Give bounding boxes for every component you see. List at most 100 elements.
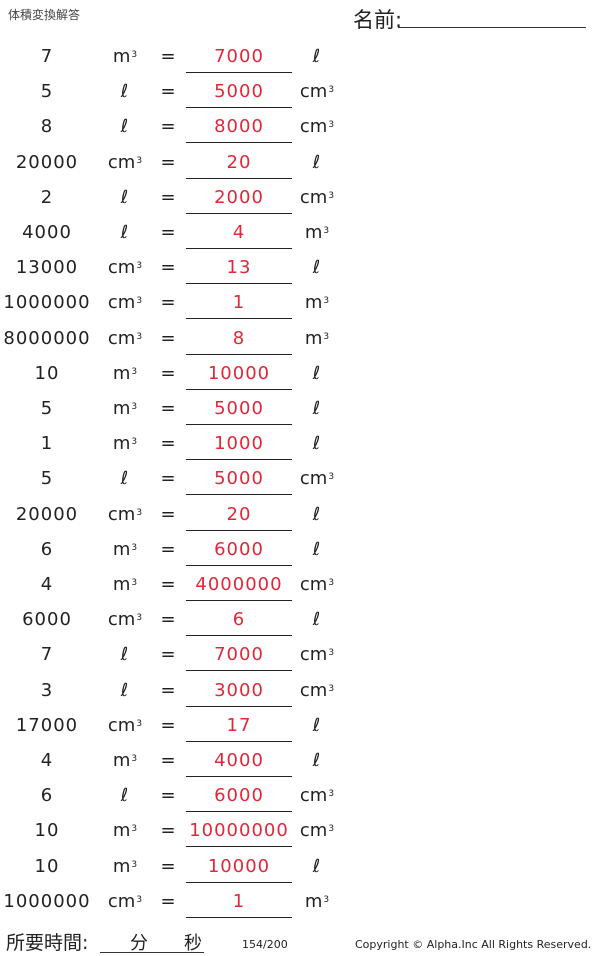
equals-sign: =: [160, 574, 176, 595]
problem-row: 1 m3 = 1000 ℓ: [0, 427, 600, 462]
from-unit-text: m: [112, 855, 131, 877]
to-unit-text: cm: [299, 820, 328, 842]
to-unit-text: m: [304, 327, 323, 349]
answer-line: [186, 107, 292, 109]
problem-row: 5 ℓ = 5000 cm3: [0, 75, 600, 110]
answer-line: [186, 283, 292, 285]
given-value: 5: [40, 468, 54, 490]
from-unit-text: m: [112, 46, 131, 67]
given-value: 6: [40, 538, 54, 560]
time-blank-line[interactable]: [100, 952, 204, 953]
from-unit: m3: [106, 750, 144, 772]
problem-row: 17000 cm3 = 17 ℓ: [0, 709, 600, 744]
to-unit-exponent: 3: [323, 331, 330, 342]
from-unit-text: ℓ: [120, 186, 129, 208]
answer-value: 10000000: [189, 820, 289, 842]
equals-sign: =: [160, 679, 176, 701]
from-unit: ℓ: [106, 785, 144, 807]
answer-line: [186, 494, 292, 496]
to-unit-exponent: 3: [328, 648, 335, 659]
answer-value: 1000: [214, 433, 264, 455]
from-unit-exponent: 3: [136, 155, 143, 166]
answer-line: [186, 600, 292, 601]
answer-line: [186, 318, 292, 320]
to-unit-text: cm: [299, 81, 328, 103]
from-unit-exponent: 3: [131, 402, 138, 412]
from-unit-text: cm: [107, 890, 136, 912]
from-unit: m3: [106, 539, 144, 561]
answer-value: 4000: [214, 750, 264, 771]
equals-sign: =: [160, 820, 176, 842]
from-unit: m3: [106, 856, 144, 878]
from-unit-text: m: [112, 398, 131, 419]
answer-value: 5000: [214, 81, 264, 103]
to-unit: ℓ: [298, 504, 336, 526]
problem-row: 5 m3 = 5000 ℓ: [0, 392, 600, 427]
problem-row: 4 m3 = 4000 ℓ: [0, 744, 600, 779]
from-unit-text: cm: [107, 257, 136, 279]
to-unit-exponent: 3: [328, 789, 335, 800]
to-unit-text: ℓ: [312, 714, 321, 736]
from-unit-exponent: 3: [136, 261, 143, 272]
from-unit: ℓ: [106, 680, 144, 702]
problem-row: 8 ℓ = 8000 cm3: [0, 110, 600, 145]
answer-line: [186, 212, 292, 214]
to-unit-text: ℓ: [312, 609, 321, 631]
problem-row: 4 m3 = 4000000 cm3: [0, 568, 600, 603]
given-value: 1000000: [3, 292, 91, 314]
page-number: 154/200: [242, 938, 288, 951]
equals-sign: =: [160, 609, 176, 631]
to-unit: m3: [298, 328, 336, 350]
answer-line: [186, 916, 292, 918]
time-label: 所要時間:: [6, 932, 89, 954]
from-unit: ℓ: [106, 644, 144, 666]
to-unit: ℓ: [298, 715, 336, 737]
given-value: 1: [40, 433, 54, 455]
problem-row: 2 ℓ = 2000 cm3: [0, 181, 600, 216]
from-unit: ℓ: [106, 81, 144, 103]
problem-row: 3 ℓ = 3000 cm3: [0, 674, 600, 709]
equals-sign: =: [160, 890, 176, 912]
from-unit-exponent: 3: [131, 754, 138, 764]
given-value: 5: [40, 398, 54, 419]
equals-sign: =: [160, 503, 176, 525]
answer-value: 6000: [214, 538, 264, 560]
to-unit: cm3: [298, 820, 336, 842]
to-unit: ℓ: [298, 433, 336, 455]
from-unit-text: cm: [107, 714, 136, 736]
answer-line: [186, 529, 292, 531]
equals-sign: =: [160, 398, 176, 419]
problem-row: 10 m3 = 10000 ℓ: [0, 850, 600, 885]
to-unit-text: cm: [299, 679, 328, 701]
to-unit: ℓ: [298, 257, 336, 279]
from-unit-exponent: 3: [131, 50, 138, 60]
from-unit: m3: [106, 820, 144, 842]
given-value: 10: [34, 855, 60, 877]
answer-value: 6000: [214, 785, 264, 807]
equals-sign: =: [160, 714, 176, 736]
answer-line: [186, 353, 292, 355]
to-unit: cm3: [298, 785, 336, 807]
to-unit-text: cm: [299, 116, 328, 138]
to-unit-text: ℓ: [312, 433, 321, 455]
from-unit-exponent: 3: [136, 718, 143, 729]
to-unit: cm3: [298, 680, 336, 702]
to-unit-text: ℓ: [312, 855, 321, 877]
to-unit-exponent: 3: [328, 824, 335, 835]
answer-line: [186, 811, 292, 813]
given-value: 1000000: [3, 890, 91, 912]
answer-line: [186, 635, 292, 637]
name-blank-line[interactable]: [398, 27, 586, 28]
to-unit-text: ℓ: [312, 503, 321, 525]
from-unit: m3: [106, 363, 144, 385]
to-unit-text: m: [304, 292, 323, 314]
from-unit: m3: [106, 433, 144, 455]
to-unit-exponent: 3: [328, 683, 335, 694]
to-unit-text: ℓ: [312, 362, 321, 384]
from-unit: ℓ: [106, 116, 144, 138]
given-value: 3: [40, 679, 54, 701]
from-unit: cm3: [106, 152, 144, 174]
from-unit-text: m: [112, 433, 131, 455]
answer-value: 7000: [214, 46, 264, 67]
answer-value: 10000: [207, 855, 271, 877]
